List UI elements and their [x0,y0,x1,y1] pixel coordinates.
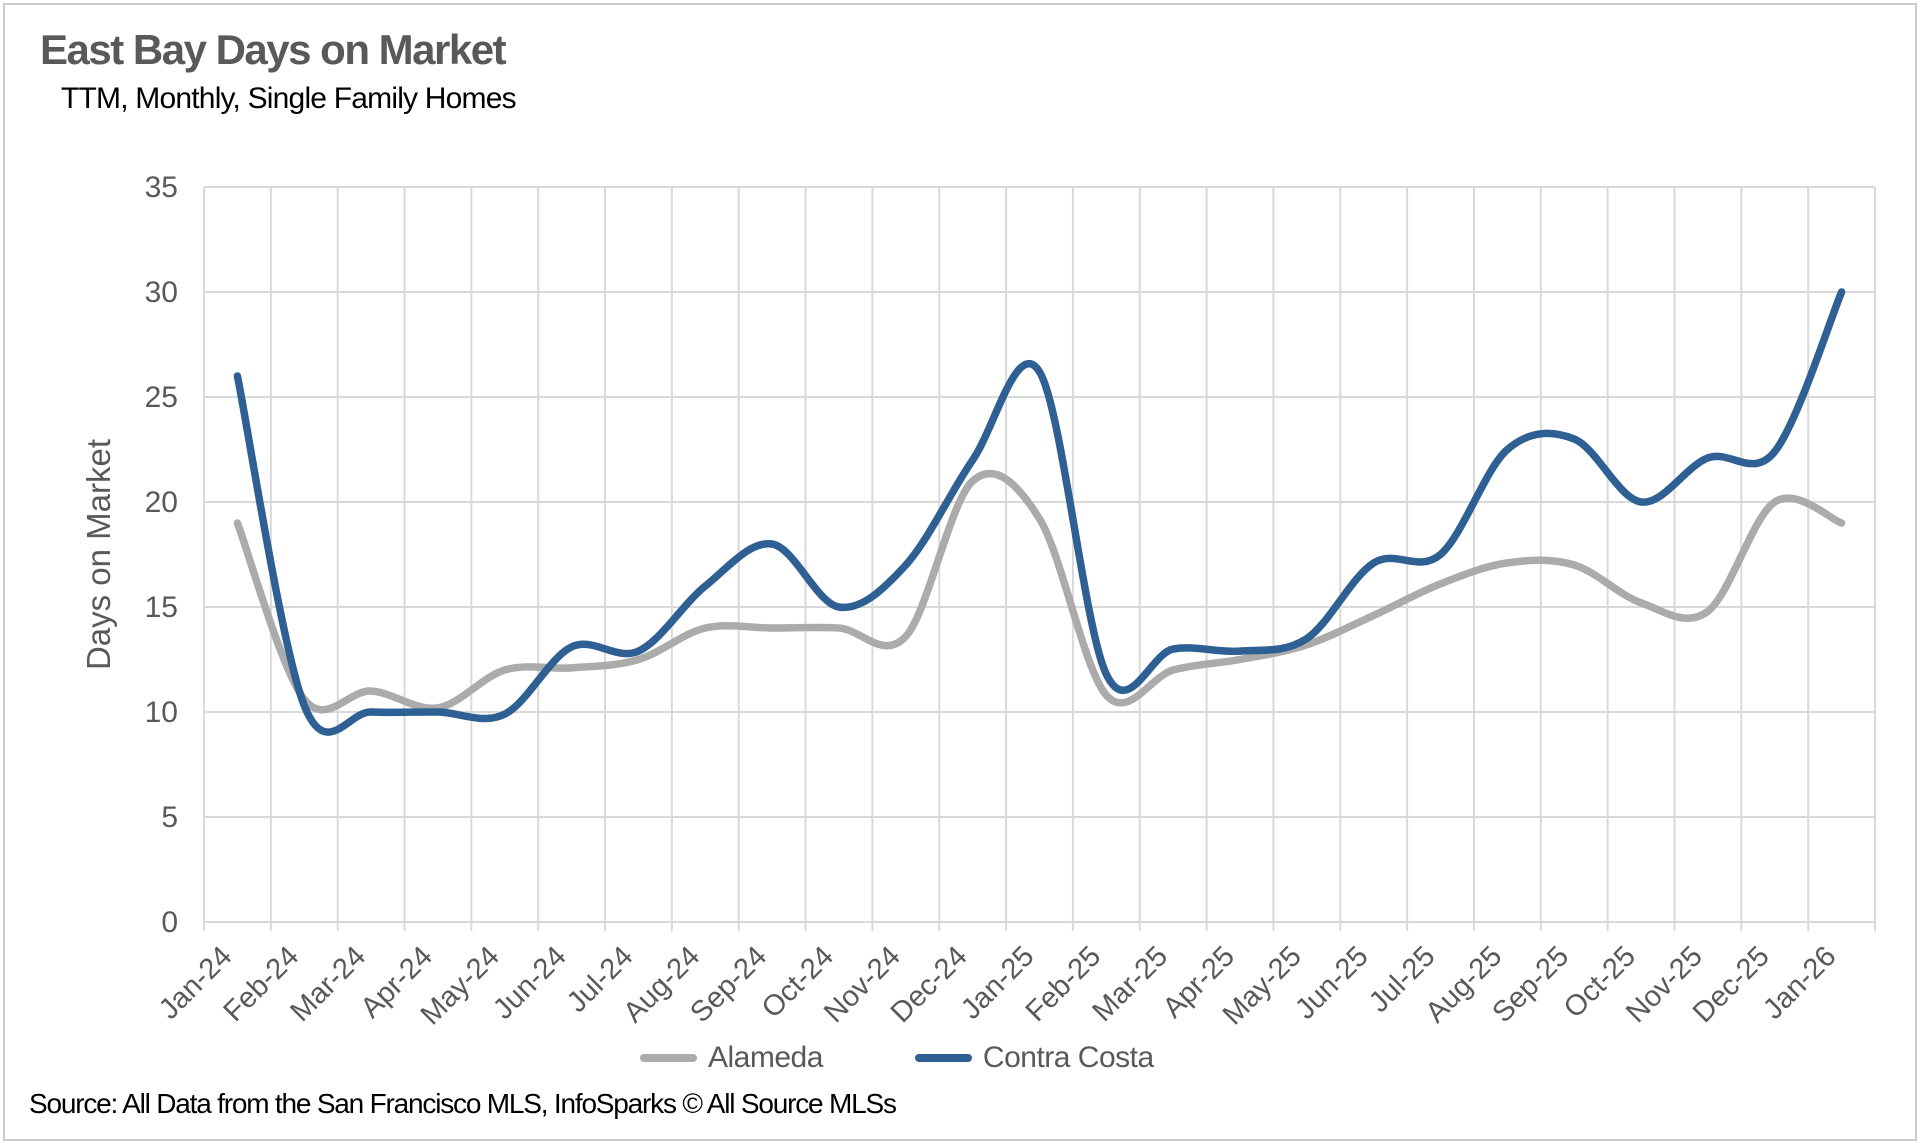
chart-subtitle: TTM, Monthly, Single Family Homes [61,82,517,115]
legend-item-contra-costa: Contra Costa [914,1041,1154,1075]
svg-text:Jun-25: Jun-25 [1289,940,1374,1025]
svg-text:30: 30 [145,276,178,309]
series-line-contra-costa [233,288,1846,736]
svg-text:Sep-25: Sep-25 [1486,940,1575,1029]
svg-text:Jan-26: Jan-26 [1757,940,1842,1025]
alameda-line-swatch [640,1054,697,1062]
svg-text:0: 0 [161,906,178,939]
svg-text:15: 15 [145,591,178,624]
svg-text:35: 35 [145,171,178,204]
svg-text:20: 20 [145,486,178,519]
svg-text:Feb-25: Feb-25 [1020,940,1108,1028]
svg-text:25: 25 [145,381,178,414]
x-axis-tick-labels: Jan-24Feb-24Mar-24Apr-24May-24Jun-24Jul-… [153,940,1842,1031]
svg-text:Mar-24: Mar-24 [284,940,372,1028]
svg-text:10: 10 [145,696,178,729]
chart-gridlines [203,186,1876,931]
svg-text:Jun-24: Jun-24 [487,940,572,1025]
svg-text:Dec-24: Dec-24 [885,940,974,1029]
svg-text:5: 5 [161,801,178,834]
svg-text:Mar-25: Mar-25 [1087,940,1175,1028]
contra-costa-line-swatch [914,1054,972,1062]
legend-item-alameda: Alameda [640,1041,823,1075]
chart-title: East Bay Days on Market [40,26,507,73]
series-line-alameda [233,469,1846,714]
svg-text:Dec-25: Dec-25 [1687,940,1776,1029]
legend-label-contra-costa: Contra Costa [982,1041,1154,1074]
legend-label-alameda: Alameda [708,1041,823,1074]
y-axis-title: Days on Market [80,439,117,670]
y-axis-tick-labels: 0 5 10 15 20 25 30 35 [145,171,178,939]
chart-legend: Alameda Contra Costa [640,1040,1154,1076]
svg-text:Feb-24: Feb-24 [218,940,306,1028]
svg-text:Sep-24: Sep-24 [684,940,773,1029]
source-attribution: Source: All Data from the San Francisco … [29,1088,897,1119]
